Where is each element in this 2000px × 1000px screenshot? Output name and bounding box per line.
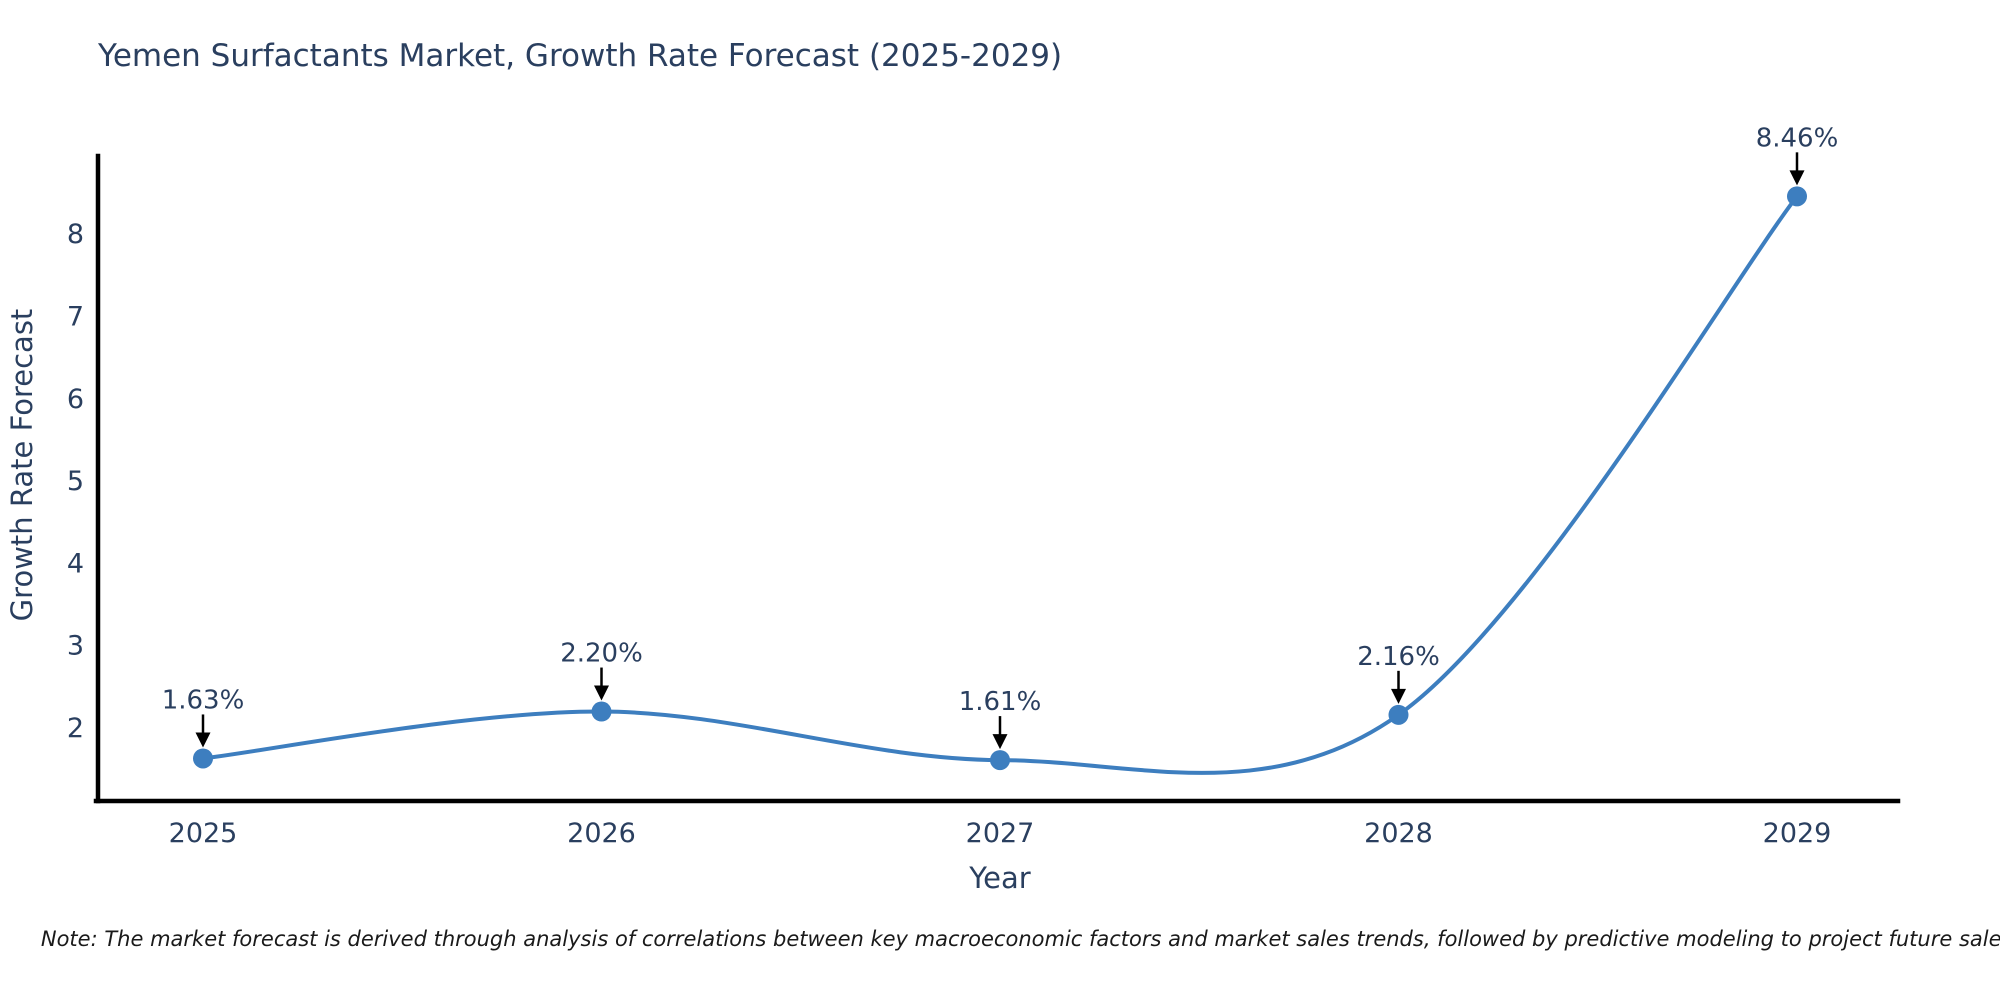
data-point-marker[interactable] — [1388, 704, 1409, 725]
point-annotation: 1.61% — [959, 687, 1042, 750]
x-axis-tick-labels: 2025 2026 2027 2028 2029 — [169, 818, 1832, 849]
point-annotation-label: 8.46% — [1756, 123, 1839, 153]
growth-rate-series-line[interactable] — [201, 194, 1799, 775]
point-annotation: 8.46% — [1756, 123, 1839, 186]
y-tick-label: 6 — [67, 384, 84, 415]
annotation-arrowhead-icon — [992, 734, 1008, 750]
x-tick-label: 2028 — [1364, 818, 1433, 849]
y-axis-title: Growth Rate Forecast — [5, 309, 39, 622]
point-annotation-label: 2.16% — [1357, 642, 1440, 672]
chart-title: Yemen Surfactants Market, Growth Rate Fo… — [97, 38, 1062, 74]
x-tick-label: 2029 — [1763, 818, 1832, 849]
annotation-arrowhead-icon — [1391, 688, 1406, 704]
y-tick-label: 8 — [67, 219, 84, 250]
y-tick-label: 7 — [67, 302, 84, 333]
annotation-arrowhead-icon — [195, 732, 211, 748]
data-point-marker[interactable] — [990, 750, 1010, 771]
x-axis-title: Year — [968, 861, 1030, 895]
point-annotation-label: 1.63% — [162, 685, 245, 715]
data-point-marker[interactable] — [1787, 186, 1807, 207]
point-annotation-label: 1.61% — [959, 687, 1042, 717]
point-annotations: 1.63% 2.20% 1.61% 2.16% 8.46% — [162, 123, 1839, 750]
data-point-markers — [193, 186, 1807, 771]
annotation-arrowhead-icon — [1789, 170, 1805, 186]
y-tick-label: 4 — [67, 548, 84, 579]
point-annotation: 1.63% — [162, 685, 245, 748]
x-tick-label: 2027 — [966, 818, 1035, 849]
footnote: Note: The market forecast is derived thr… — [41, 927, 2000, 951]
point-annotation: 2.20% — [560, 639, 643, 701]
y-tick-label: 2 — [67, 713, 84, 744]
x-tick-label: 2026 — [567, 818, 636, 849]
data-point-marker[interactable] — [591, 701, 612, 722]
data-point-marker[interactable] — [193, 748, 213, 769]
x-tick-label: 2025 — [169, 818, 238, 849]
point-annotation-label: 2.20% — [560, 639, 643, 669]
point-annotation: 2.16% — [1357, 642, 1440, 704]
y-tick-label: 5 — [67, 466, 84, 497]
y-tick-label: 3 — [67, 631, 84, 662]
y-axis-tick-labels: 2 3 4 5 6 7 8 — [67, 219, 84, 744]
annotation-arrowhead-icon — [594, 685, 609, 701]
